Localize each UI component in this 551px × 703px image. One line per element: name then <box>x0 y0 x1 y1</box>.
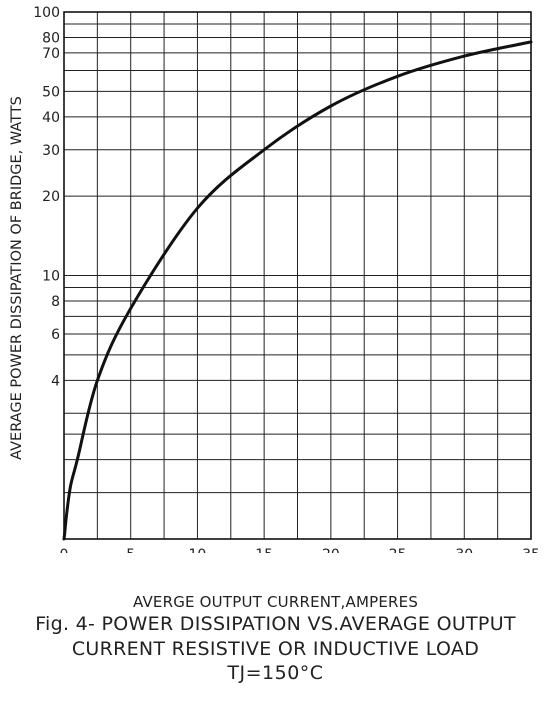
y-tick-label: 100 <box>33 5 60 21</box>
junction-temperature-condition: TJ=150°C <box>227 662 324 684</box>
x-tick-labels: 0 5 10 15 20 25 30 35 <box>60 547 540 553</box>
y-tick-label: 20 <box>42 189 60 205</box>
plot-frame <box>63 11 532 540</box>
figure-subtitle: CURRENT RESISTIVE OR INDUCTIVE LOAD <box>71 638 480 660</box>
x-tick-label: 25 <box>389 547 407 553</box>
x-tick-label: 10 <box>189 547 207 553</box>
y-tick-label: 4 <box>51 373 60 389</box>
figure-title: Fig. 4- POWER DISSIPATION VS.AVERAGE OUT… <box>35 613 516 635</box>
x-tick-label: 15 <box>255 547 273 553</box>
x-tick-label: 5 <box>126 547 135 553</box>
grid <box>64 11 532 539</box>
y-tick-label: 40 <box>42 110 60 126</box>
y-tick-label: 80 <box>42 31 60 47</box>
y-tick-label: 50 <box>42 84 60 100</box>
x-axis-label: AVERGE OUTPUT CURRENT,AMPERES <box>132 593 419 611</box>
y-tick-label: 6 <box>51 327 60 343</box>
y-tick-label: 70 <box>42 46 60 62</box>
x-tick-label: 30 <box>455 547 473 553</box>
x-tick-label: 0 <box>60 547 69 553</box>
x-tick-label: 35 <box>522 547 540 553</box>
y-tick-label: 30 <box>42 143 60 159</box>
power-dissipation-curve <box>62 40 533 541</box>
x-tick-label: 20 <box>322 547 340 553</box>
y-tick-label: 8 <box>51 294 60 310</box>
y-axis-label: AVERAGE POWER DISSIPATION OF BRIDGE, WAT… <box>9 96 25 460</box>
y-tick-label: 10 <box>42 269 60 285</box>
